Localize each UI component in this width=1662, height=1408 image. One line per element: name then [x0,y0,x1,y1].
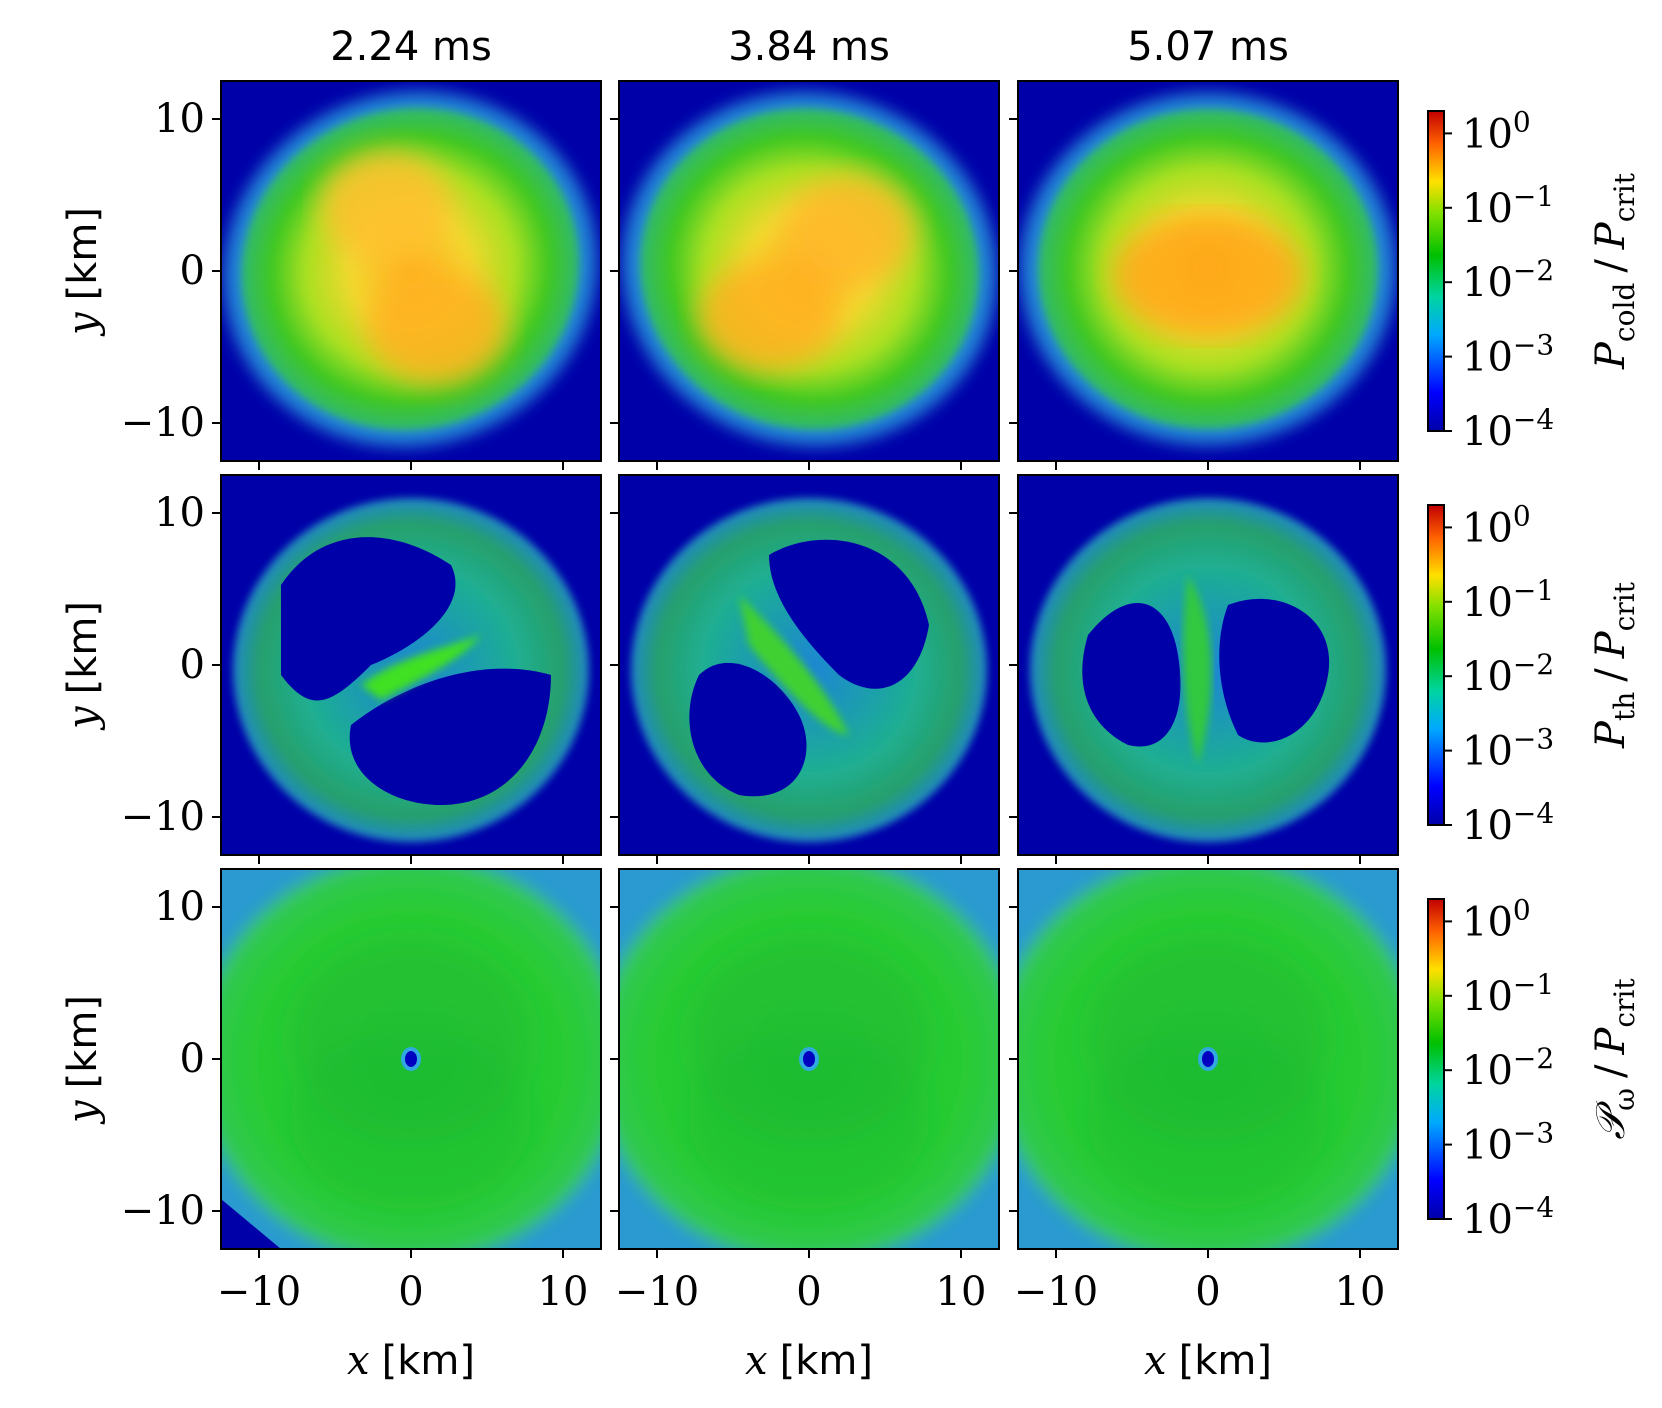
column-title-2: 5.07 ms [1127,24,1289,70]
y-axis-label: y[km] [60,601,106,731]
y-tick-label: −10 [121,400,205,446]
colorbar-2: 10−4 10−3 10−2 10−1 100 𝒫ω/Pcrit [1427,893,1641,1243]
y-tick-label: 10 [154,96,205,142]
x-axis-label: x [km] [347,1338,475,1384]
column-title-0: 2.24 ms [330,24,492,70]
colorbar-0: 10−4 10−3 10−2 10−1 100 Pcold/Pcrit [1427,105,1641,455]
x-axis-label: x [km] [1144,1338,1272,1384]
x-tick-label: 10 [538,1269,589,1315]
colorbar-label-0: Pcold/Pcrit [1588,172,1641,370]
colorbar-tick-label: 10−2 [1462,254,1554,306]
panel-r1-c0: −10 0 10 y[km] [60,474,602,864]
x-tick-label: 0 [796,1269,821,1315]
colorbar-1: 10−4 10−3 10−2 10−1 100 Pth/Pcrit [1427,499,1641,849]
x-tick-label: 10 [1335,1269,1386,1315]
colorbar-tick-label: 100 [1462,499,1531,551]
colorbar-strip [1427,504,1445,826]
panel-r2-c1: −10 0 10 x [km] [610,868,1000,1384]
colorbar-tick-label: 10−4 [1462,1191,1554,1243]
panel-r0-c2 [1009,80,1399,470]
colorbar-tick-label: 10−1 [1462,968,1554,1020]
colorbar-tick-label: 10−2 [1462,1042,1554,1094]
y-tick-label: 0 [180,1036,205,1082]
y-axis-label: y[km] [60,207,106,337]
y-tick-label: 0 [180,248,205,294]
colorbar-tick-label: 10−3 [1462,723,1554,775]
x-tick-label: −10 [1014,1269,1098,1315]
colorbar-tick-label: 10−3 [1462,1117,1554,1169]
colorbar-tick-label: 100 [1462,105,1531,157]
x-tick-label: −10 [217,1269,301,1315]
x-tick-label: −10 [615,1269,699,1315]
colorbar-tick-label: 10−1 [1462,180,1554,232]
y-tick-label: 0 [180,642,205,688]
x-tick-label: 0 [1195,1269,1220,1315]
y-tick-label: −10 [121,1188,205,1234]
column-title-1: 3.84 ms [728,24,890,70]
x-tick-label: 0 [398,1269,423,1315]
colorbar-label-1: Pth/Pcrit [1588,581,1641,749]
colorbar-tick-label: 10−2 [1462,648,1554,700]
x-axis-label: x [km] [745,1338,873,1384]
panel-r2-c0: −10 0 10 y[km] −10 0 10 x [km] [60,868,602,1384]
panel-r0-c1 [610,80,1000,470]
y-axis-label: y[km] [60,995,106,1125]
colorbar-tick-label: 10−1 [1462,574,1554,626]
colorbar-tick-label: 10−3 [1462,329,1554,381]
x-tick-label: 10 [936,1269,987,1315]
panel-r1-c2 [1009,474,1399,864]
colorbar-label-2: 𝒫ω/Pcrit [1588,978,1641,1140]
colorbar-strip [1427,110,1445,432]
panel-r2-c2: −10 0 10 x [km] [1009,868,1399,1384]
colorbar-tick-label: 10−4 [1462,403,1554,455]
colorbar-tick-label: 10−4 [1462,797,1554,849]
panel-r1-c1 [610,474,1000,864]
y-tick-label: 10 [154,884,205,930]
y-tick-label: −10 [121,794,205,840]
colorbar-tick-label: 100 [1462,893,1531,945]
y-tick-label: 10 [154,490,205,536]
panel-r0-c0: −10 0 10 y[km] [60,80,602,470]
colorbar-strip [1427,898,1445,1220]
